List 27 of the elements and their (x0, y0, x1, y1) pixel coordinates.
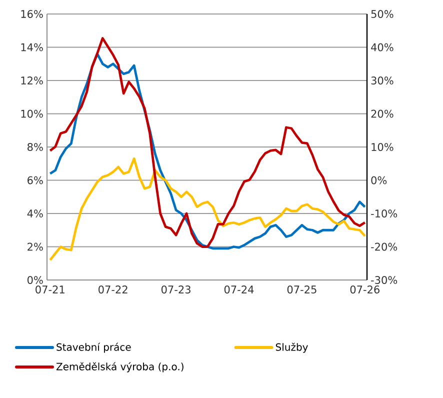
y2-tick-label: -20% (371, 242, 398, 251)
y-tick-label: 4% (27, 210, 43, 218)
y2-tick-label: 10% (372, 143, 394, 151)
y2-tick-label: 20% (371, 110, 394, 118)
y-tick-label: 6% (28, 176, 43, 184)
y-tick-label: 8% (28, 143, 43, 151)
x-tick-label: 07-21 (36, 286, 64, 294)
x-tick-label: 07-24 (224, 286, 254, 294)
x-tick-label: 07-26 (350, 286, 380, 294)
y2-tick-label: 40% (371, 43, 394, 52)
x-tick-label: 07-25 (287, 286, 316, 294)
y2-tick-label: -10% (371, 210, 398, 218)
legend-label: Zemědělská výroba (p.o.) (56, 362, 184, 372)
legend-label: Stavební práce (56, 342, 131, 353)
y-tick-label: 16% (21, 10, 43, 18)
y2-tick-label: 30% (371, 76, 394, 84)
y-tick-label: 2% (28, 242, 43, 251)
y-tick-label: 0% (28, 276, 43, 284)
y-tick-label: 10% (21, 110, 43, 118)
x-tick-label: 07-22 (98, 286, 128, 294)
y-tick-label: 14% (21, 43, 43, 52)
y2-tick-label: 50% (371, 10, 394, 18)
legend-label: Služby (276, 342, 308, 353)
y2-tick-label: 0% (371, 176, 387, 184)
x-tick-label: 07-23 (161, 286, 190, 294)
y2-tick-label: -30% (371, 276, 398, 284)
y-tick-label: 12% (21, 76, 43, 84)
